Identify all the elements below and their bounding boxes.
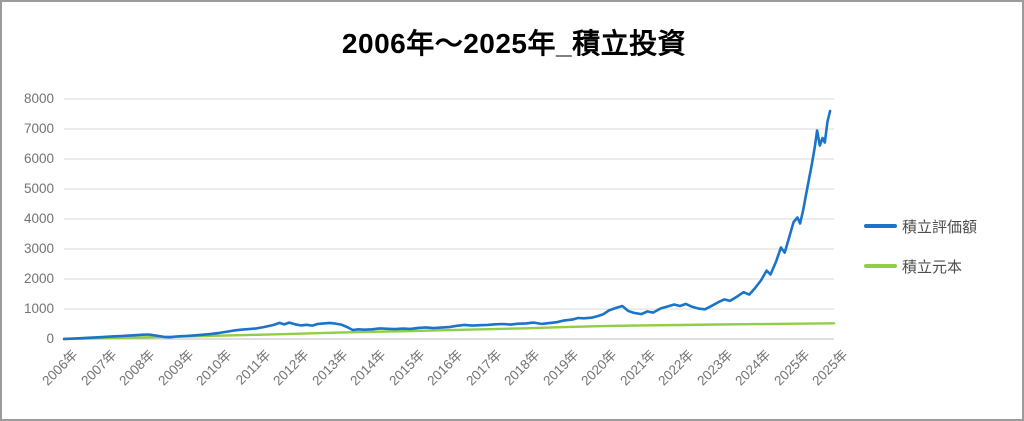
legend-item-hyokagaku: 積立評価額 bbox=[864, 216, 977, 236]
y-axis-tick-label: 7000 bbox=[23, 121, 54, 136]
y-axis-tick-label: 4000 bbox=[23, 211, 54, 226]
legend-label: 積立元本 bbox=[902, 258, 963, 276]
legend: 積立評価額 積立元本 bbox=[864, 216, 977, 296]
y-axis-tick-label: 8000 bbox=[23, 91, 54, 106]
y-axis-tick-label: 3000 bbox=[23, 241, 54, 256]
y-axis-tick-label: 5000 bbox=[23, 181, 54, 196]
series-line bbox=[62, 109, 832, 341]
legend-line-swatch-green bbox=[864, 264, 897, 268]
y-axis-tick-label: 6000 bbox=[23, 151, 54, 166]
y-axis-tick-label: 2000 bbox=[23, 271, 54, 286]
legend-line-swatch-blue bbox=[864, 224, 897, 228]
y-axis-tick-label: 0 bbox=[46, 331, 54, 346]
y-axis-tick-label: 1000 bbox=[23, 301, 54, 316]
legend-label: 積立評価額 bbox=[902, 218, 978, 236]
chart-title: 2006年～2025年_積立投資 bbox=[341, 28, 687, 59]
legend-item-ganpon: 積立元本 bbox=[864, 256, 977, 276]
